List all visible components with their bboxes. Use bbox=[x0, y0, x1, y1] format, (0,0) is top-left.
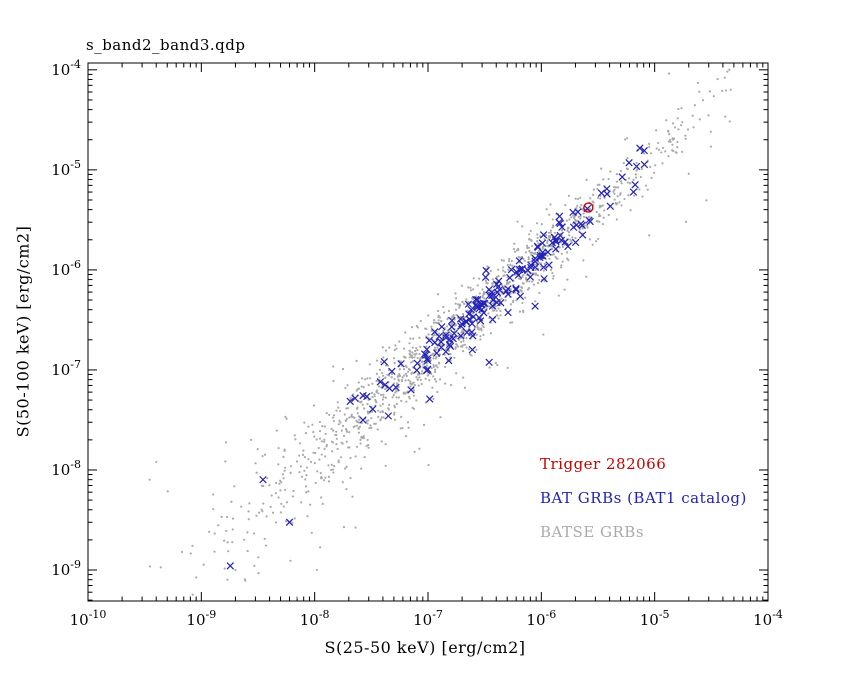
legend-bat-grbs: BAT GRBs (BAT1 catalog) bbox=[540, 489, 747, 507]
x-axis-label: S(25-50 keV) [erg/cm2] bbox=[324, 638, 526, 657]
legend-batse-grbs: BATSE GRBs bbox=[540, 523, 645, 541]
axes-ticks bbox=[87, 63, 769, 601]
plot-title: s_band2_band3.qdp bbox=[86, 36, 246, 54]
svg-text:10-8: 10-8 bbox=[51, 458, 81, 479]
plot-legend: Trigger 282066 BAT GRBs (BAT1 catalog) B… bbox=[540, 455, 747, 557]
svg-text:10-5: 10-5 bbox=[640, 608, 670, 629]
legend-trigger: Trigger 282066 bbox=[540, 455, 667, 473]
series-trigger-282066 bbox=[583, 202, 594, 213]
svg-text:10-9: 10-9 bbox=[186, 608, 216, 629]
svg-text:10-6: 10-6 bbox=[51, 258, 81, 279]
svg-text:10-7: 10-7 bbox=[413, 608, 443, 629]
svg-text:10-8: 10-8 bbox=[300, 608, 330, 629]
svg-text:10-4: 10-4 bbox=[753, 608, 783, 629]
svg-text:10-7: 10-7 bbox=[51, 358, 81, 379]
series-bat-grbs-bat1-catalog- bbox=[226, 144, 649, 570]
svg-text:10-9: 10-9 bbox=[51, 558, 81, 579]
svg-text:10-6: 10-6 bbox=[526, 608, 556, 629]
y-axis-label: S(50-100 keV) [erg/cm2] bbox=[13, 225, 33, 438]
svg-text:10-4: 10-4 bbox=[51, 58, 81, 79]
svg-text:10-10: 10-10 bbox=[70, 608, 107, 629]
svg-text:10-5: 10-5 bbox=[51, 158, 81, 179]
